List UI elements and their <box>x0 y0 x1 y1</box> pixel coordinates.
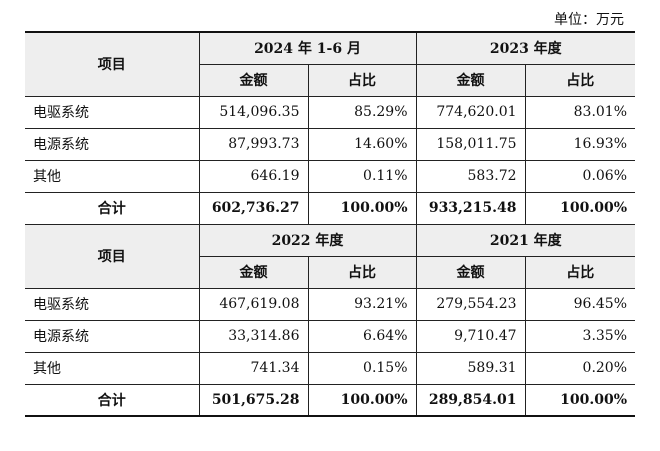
total-ratio: 100.00% <box>307 383 417 417</box>
amount-cell: 158,011.75 <box>415 127 526 161</box>
item-header: 项目 <box>25 31 199 97</box>
ratio-cell: 0.06% <box>524 159 636 193</box>
ratio-cell: 16.93% <box>524 127 636 161</box>
total-amount: 501,675.28 <box>198 383 308 417</box>
table-row: 其他 741.34 0.15% 589.31 0.20% <box>25 351 636 385</box>
table-row: 电驱系统 514,096.35 85.29% 774,620.01 83.01% <box>25 95 636 129</box>
period-header: 2022 年度 <box>198 223 417 257</box>
total-label: 合计 <box>25 191 199 225</box>
total-amount: 602,736.27 <box>198 191 308 225</box>
row-item: 其他 <box>25 351 199 385</box>
ratio-header: 占比 <box>524 255 636 289</box>
amount-header: 金额 <box>198 63 308 97</box>
period-header: 2021 年度 <box>415 223 636 257</box>
row-item: 电源系统 <box>25 127 199 161</box>
period-header: 2024 年 1-6 月 <box>198 31 417 65</box>
row-item: 电驱系统 <box>25 287 199 321</box>
amount-cell: 9,710.47 <box>415 319 526 353</box>
amount-header: 金额 <box>415 255 526 289</box>
ratio-header: 占比 <box>524 63 636 97</box>
block1-header-row: 项目 2024 年 1-6 月 2023 年度 <box>25 31 636 97</box>
total-ratio: 100.00% <box>307 191 417 225</box>
period-header: 2023 年度 <box>415 31 636 65</box>
ratio-cell: 93.21% <box>307 287 417 321</box>
amount-cell: 467,619.08 <box>198 287 308 321</box>
table-row: 电驱系统 467,619.08 93.21% 279,554.23 96.45% <box>25 287 636 321</box>
ratio-cell: 0.11% <box>307 159 417 193</box>
amount-cell: 741.34 <box>198 351 308 385</box>
table-row: 电源系统 87,993.73 14.60% 158,011.75 16.93% <box>25 127 636 161</box>
amount-header: 金额 <box>198 255 308 289</box>
ratio-cell: 83.01% <box>524 95 636 129</box>
amount-cell: 279,554.23 <box>415 287 526 321</box>
amount-cell: 514,096.35 <box>198 95 308 129</box>
ratio-header: 占比 <box>307 63 417 97</box>
amount-cell: 589.31 <box>415 351 526 385</box>
total-row: 合计 501,675.28 100.00% 289,854.01 100.00% <box>25 383 636 417</box>
amount-header: 金额 <box>415 63 526 97</box>
ratio-header: 占比 <box>307 255 417 289</box>
total-amount: 289,854.01 <box>415 383 526 417</box>
ratio-cell: 0.20% <box>524 351 636 385</box>
row-item: 其他 <box>25 159 199 193</box>
block1-subheader-row: 金额 占比 金额 占比 <box>25 63 636 97</box>
ratio-cell: 96.45% <box>524 287 636 321</box>
total-label: 合计 <box>25 383 199 417</box>
table-row: 电源系统 33,314.86 6.64% 9,710.47 3.35% <box>25 319 636 353</box>
total-ratio: 100.00% <box>524 383 636 417</box>
row-item: 电驱系统 <box>25 95 199 129</box>
revenue-breakdown-table: 项目 2024 年 1-6 月 2023 年度 金额 占比 金额 占比 电驱系统… <box>25 31 636 417</box>
table-row: 其他 646.19 0.11% 583.72 0.06% <box>25 159 636 193</box>
ratio-cell: 85.29% <box>307 95 417 129</box>
ratio-cell: 14.60% <box>307 127 417 161</box>
total-amount: 933,215.48 <box>415 191 526 225</box>
amount-cell: 33,314.86 <box>198 319 308 353</box>
amount-cell: 646.19 <box>198 159 308 193</box>
block2-header-row: 项目 2022 年度 2021 年度 <box>25 223 636 289</box>
item-header: 项目 <box>25 223 199 289</box>
amount-cell: 87,993.73 <box>198 127 308 161</box>
ratio-cell: 6.64% <box>307 319 417 353</box>
ratio-cell: 0.15% <box>307 351 417 385</box>
amount-cell: 583.72 <box>415 159 526 193</box>
row-item: 电源系统 <box>25 319 199 353</box>
unit-note: 单位：万元 <box>554 12 624 28</box>
total-row: 合计 602,736.27 100.00% 933,215.48 100.00% <box>25 191 636 225</box>
ratio-cell: 3.35% <box>524 319 636 353</box>
amount-cell: 774,620.01 <box>415 95 526 129</box>
total-ratio: 100.00% <box>524 191 636 225</box>
